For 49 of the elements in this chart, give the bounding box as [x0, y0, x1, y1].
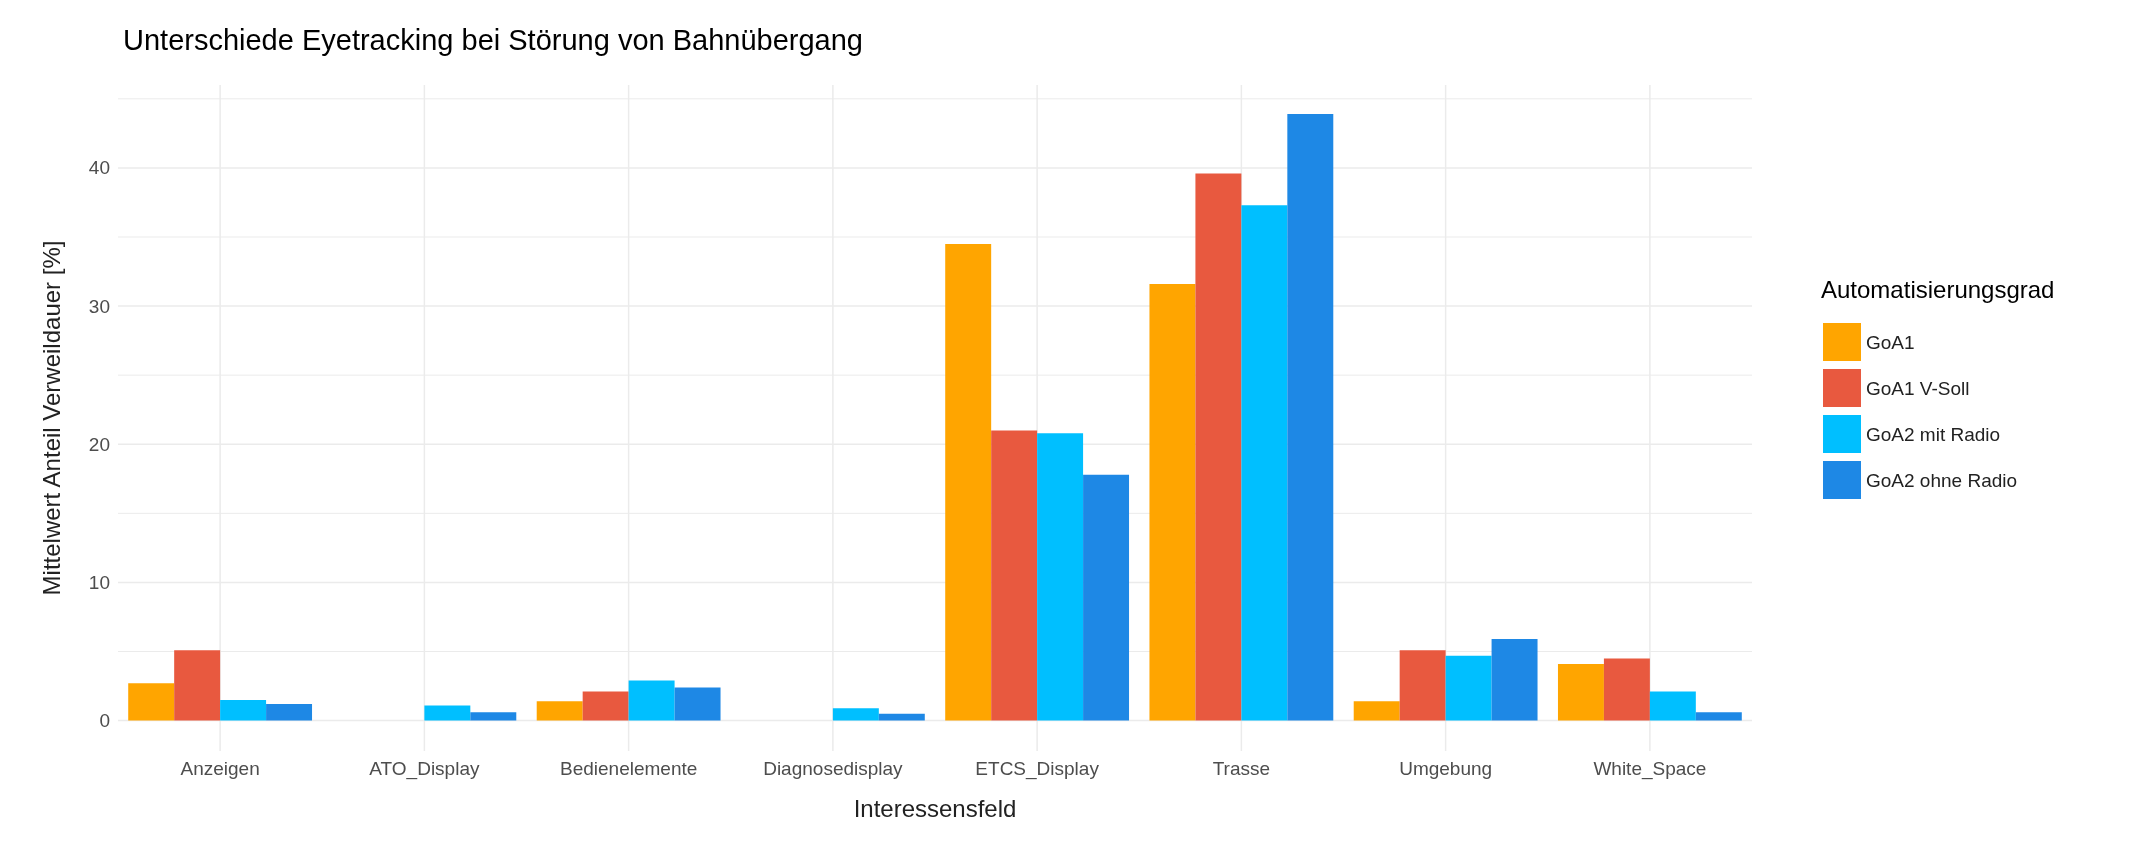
bar [1695, 712, 1742, 721]
legend-label: GoA2 ohne Radio [1866, 469, 2018, 491]
legend-label: GoA1 V-Soll [1866, 377, 1970, 399]
bar [1037, 433, 1084, 721]
y-tick-label: 30 [88, 295, 110, 317]
y-tick-label: 10 [88, 571, 110, 593]
y-tick-label: 0 [99, 710, 110, 732]
bar [991, 430, 1038, 721]
x-tick-label: Umgebung [1399, 758, 1493, 779]
x-tick-label: ETCS_Display [975, 758, 1100, 780]
x-tick-label: ATO_Display [369, 758, 480, 780]
bar [582, 691, 629, 721]
chart-title: Unterschiede Eyetracking bei Störung von Bahnübergang [123, 23, 863, 56]
bar [945, 243, 992, 721]
x-axis-title: Interessensfeld [853, 794, 1017, 822]
bar [1195, 173, 1242, 721]
bar [424, 705, 471, 721]
x-tick-label: White_Space [1593, 758, 1707, 780]
bar [220, 699, 267, 721]
bar [1491, 639, 1538, 721]
bar [1149, 283, 1196, 721]
bar [536, 701, 583, 721]
x-tick-label: Trasse [1212, 758, 1271, 779]
bar [628, 680, 675, 721]
bar [1445, 655, 1492, 721]
bar [674, 687, 721, 721]
bar [1399, 650, 1446, 721]
bar [1649, 691, 1696, 721]
legend-label: GoA2 mit Radio [1866, 423, 2001, 445]
bar [832, 708, 879, 721]
x-tick-label: Anzeigen [180, 758, 260, 779]
bar [174, 650, 221, 721]
bar [470, 712, 517, 721]
bar [266, 704, 313, 721]
legend-label: GoA1 [1866, 331, 1915, 353]
legend-title: Automatisierungsgrad [1821, 275, 2055, 303]
bar [1083, 474, 1130, 721]
bar [878, 713, 925, 721]
y-tick-label: 40 [88, 157, 110, 179]
x-tick-label: Diagnosedisplay [763, 758, 904, 779]
bar [128, 683, 175, 721]
y-tick-label: 20 [88, 433, 110, 455]
bar [1241, 205, 1288, 721]
bar [1557, 663, 1604, 721]
bar [1353, 701, 1400, 721]
bar [1603, 658, 1650, 721]
y-axis-title: Mittelwert Anteil Verweildauer [%] [37, 240, 65, 596]
x-tick-label: Bedienelemente [559, 758, 698, 779]
bar [1287, 114, 1334, 721]
